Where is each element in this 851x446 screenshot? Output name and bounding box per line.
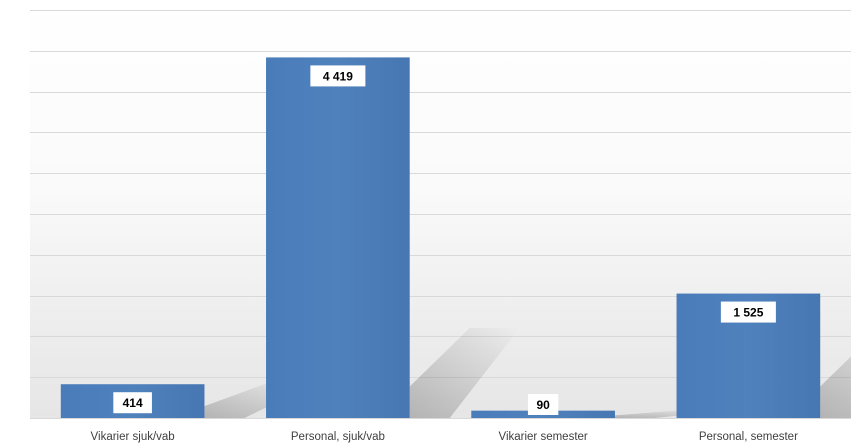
data-label-box [113, 392, 152, 414]
data-label: 4 419 [323, 69, 353, 83]
bar-shadow [820, 356, 851, 418]
data-label-box [527, 394, 559, 415]
category-label: Vikarier semester [498, 431, 587, 443]
data-label: 414 [123, 396, 143, 410]
category-label: Vikarier sjuk/vab [91, 431, 175, 443]
category-labels: Vikarier sjuk/vab Personal, sjuk/vab Vikar… [91, 431, 799, 443]
data-label-box [720, 301, 776, 323]
data-label: 1 525 [733, 306, 763, 320]
category-label: Personal, sjuk/vab [291, 431, 385, 443]
data-label: 90 [536, 398, 550, 412]
bar [266, 57, 410, 418]
data-labels: 414 4 419 90 1 525 [113, 65, 776, 415]
category-label: Personal, semester [699, 431, 798, 443]
data-label-box [310, 65, 366, 87]
bar-shadow [409, 328, 520, 418]
